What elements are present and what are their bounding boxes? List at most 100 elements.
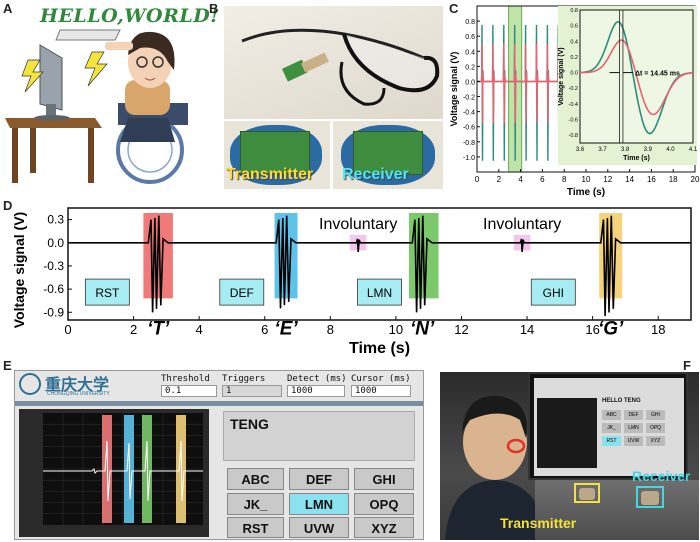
key-box-label: RST bbox=[95, 286, 120, 300]
key-opq-button[interactable]: OPQ bbox=[354, 493, 414, 515]
x-tick-label: 16 bbox=[647, 175, 656, 184]
inset-y-tick-label: -0.6 bbox=[569, 118, 578, 124]
key-lmn-button[interactable]: LMN bbox=[289, 493, 349, 515]
panel-label-e: E bbox=[3, 358, 12, 373]
x-tick-label: 0 bbox=[475, 175, 480, 184]
y-tick-label: 0.2 bbox=[465, 64, 475, 71]
speech-text: HELLO,WORLD! bbox=[40, 5, 220, 27]
university-name-en: CHONGQING UNIVERSITY bbox=[47, 391, 110, 397]
triggers-field: 1 bbox=[222, 385, 282, 397]
header-detect: Detect (ms) bbox=[287, 374, 347, 384]
chart-d-frame bbox=[67, 207, 692, 321]
x-tick-label: 12 bbox=[454, 322, 468, 337]
event-letter: ‘G’ bbox=[598, 318, 624, 339]
output-text: TENG bbox=[230, 416, 269, 432]
key-uvw-button[interactable]: UVW bbox=[289, 517, 349, 538]
header-cursor: Cursor (ms) bbox=[351, 374, 411, 384]
panel-label-a: A bbox=[3, 1, 13, 16]
y-tick-label: 0.8 bbox=[465, 19, 475, 26]
screen-key-xyz: XYZ bbox=[646, 436, 665, 446]
key-box-label: DEF bbox=[230, 286, 254, 300]
screen-title: HELLO TENG bbox=[602, 398, 641, 404]
y-axis-label: Voltage signal (V) bbox=[449, 52, 459, 127]
screen-key-rst: RST bbox=[602, 436, 621, 446]
y-tick-label: 0.0 bbox=[47, 236, 64, 250]
x-tick-label: 8 bbox=[327, 322, 334, 337]
signal-line bbox=[68, 215, 691, 317]
screen-key-lmn: LMN bbox=[624, 423, 643, 433]
x-tick-label: 2 bbox=[130, 322, 137, 337]
text-output-box: TENG bbox=[223, 411, 415, 461]
panel-label-b: B bbox=[209, 1, 219, 16]
screen-key-jk: JK_ bbox=[602, 423, 621, 433]
detect-field[interactable]: 1000 bbox=[287, 385, 345, 397]
screen-key-def: DEF bbox=[624, 410, 643, 420]
chart-c: 0 2 4 6 8 10 12 14 16 18 20 -1.0 -0.8 -0.6 -0.4 -0.2 0.0… bbox=[449, 5, 700, 198]
x-tick-label: 16 bbox=[585, 322, 599, 337]
transmitter-label: Transmitter bbox=[226, 166, 314, 183]
inset-y-axis-label: Voltage signal (V) bbox=[558, 47, 565, 105]
inset-y-tick-label: 0.8 bbox=[570, 8, 578, 14]
key-box bbox=[84, 278, 130, 306]
inset-x-tick-label: 4.1 bbox=[689, 147, 698, 153]
x-tick-label: 14 bbox=[520, 322, 534, 337]
key-abc-button[interactable]: ABC bbox=[227, 468, 284, 490]
x-tick-label: 6 bbox=[261, 322, 268, 337]
key-jk-button[interactable]: JK_ bbox=[227, 493, 284, 515]
inset-y-tick-label: -0.2 bbox=[569, 86, 578, 92]
x-tick-label: 4 bbox=[518, 175, 523, 184]
transmitter-board bbox=[224, 121, 330, 189]
receiver-board bbox=[333, 121, 443, 189]
x-tick-label: 10 bbox=[389, 322, 403, 337]
key-ghi-button[interactable]: GHI bbox=[354, 468, 414, 490]
x-axis-label: Time (s) bbox=[349, 340, 410, 357]
key-xyz-button[interactable]: XYZ bbox=[354, 517, 414, 538]
panel-a-cartoon: HELLO,WORLD! bbox=[0, 0, 219, 190]
oscilloscope-plot bbox=[19, 409, 209, 537]
panel-label-d: D bbox=[3, 198, 13, 213]
inset-y-tick-label: 0.2 bbox=[570, 55, 578, 61]
receiver-label-f: Receiver bbox=[632, 468, 691, 484]
screen-key-ghi: GHI bbox=[646, 410, 665, 420]
key-rst-button[interactable]: RST bbox=[227, 517, 284, 538]
series-line-red bbox=[477, 43, 565, 124]
key-box bbox=[219, 278, 265, 306]
chart-d: Involuntary Involuntary ‘T’ ‘E’ ‘N’ ‘G’ RST DEF… bbox=[11, 207, 692, 357]
x-tick-label: 0 bbox=[64, 322, 71, 337]
inset-y-tick-label: -0.8 bbox=[569, 133, 578, 139]
involuntary-label: Involuntary bbox=[483, 216, 561, 233]
event-letter: ‘E’ bbox=[274, 318, 298, 339]
key-box-label: GHI bbox=[543, 286, 564, 300]
threshold-field[interactable]: 0.1 bbox=[161, 385, 217, 397]
x-tick-label: 20 bbox=[691, 175, 700, 184]
y-tick-label: 0.6 bbox=[465, 34, 475, 41]
cursor-field[interactable]: 1000 bbox=[351, 385, 411, 397]
inset-x-tick-label: 3.9 bbox=[644, 147, 653, 153]
y-tick-label: -0.2 bbox=[463, 95, 475, 102]
x-tick-label: 18 bbox=[669, 175, 678, 184]
y-tick-label: -0.3 bbox=[43, 259, 64, 273]
x-tick-label: 4 bbox=[196, 322, 203, 337]
transmitter-device bbox=[574, 483, 600, 503]
y-tick-label: -0.4 bbox=[463, 110, 475, 117]
inset-x-tick-label: 3.7 bbox=[598, 147, 607, 153]
panel-label-c: C bbox=[449, 1, 459, 16]
event-letter: ‘N’ bbox=[410, 318, 435, 339]
y-tick-label: -0.9 bbox=[43, 305, 64, 319]
receiver-label: Receiver bbox=[342, 166, 409, 183]
receiver-device bbox=[636, 486, 664, 508]
y-tick-label: -0.6 bbox=[463, 125, 475, 132]
y-tick-label: -0.6 bbox=[43, 282, 64, 296]
inset-x-tick-label: 3.6 bbox=[576, 147, 585, 153]
inset-y-tick-label: 0.0 bbox=[570, 71, 578, 77]
glasses-icon bbox=[241, 28, 440, 106]
monitor: HELLO TENG ABC DEF GHI JK_ LMN OPQ RST U… bbox=[528, 372, 688, 480]
inset-x-tick-label: 3.8 bbox=[621, 147, 630, 153]
key-def-button[interactable]: DEF bbox=[289, 468, 349, 490]
university-name-cn: 重庆大学 bbox=[45, 375, 110, 394]
y-tick-label: 0.3 bbox=[47, 213, 64, 227]
teng-software-window: 重庆大学 CHONGQING UNIVERSITY Threshold Trig… bbox=[14, 370, 424, 540]
inset-red-line bbox=[579, 39, 694, 116]
inset-x-axis-label: Time (s) bbox=[623, 155, 650, 162]
